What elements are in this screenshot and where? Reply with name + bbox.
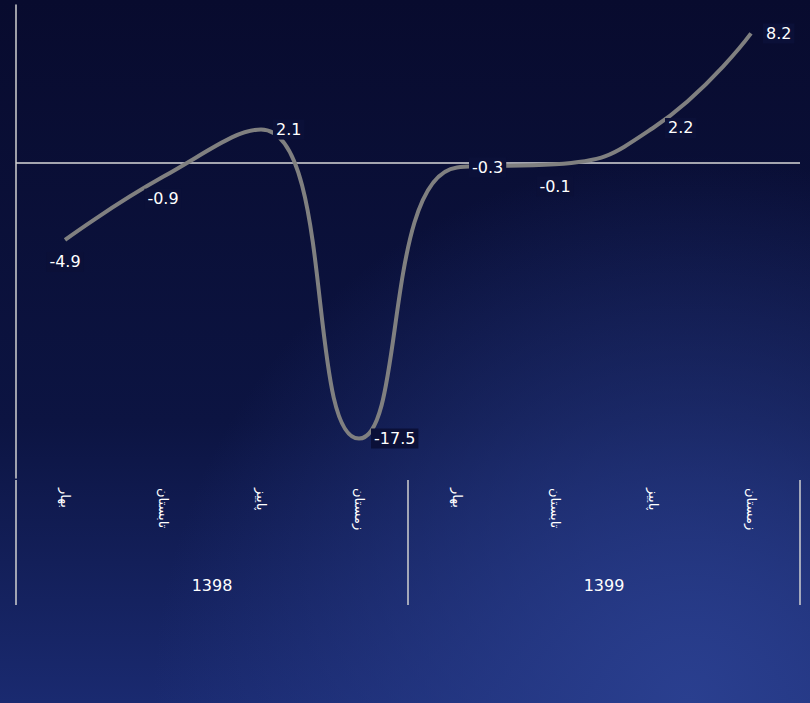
svg-text:-0.1: -0.1 — [539, 177, 570, 196]
svg-text:پاییز: پاییز — [253, 487, 269, 511]
svg-text:-17.5: -17.5 — [374, 429, 415, 448]
svg-text:8.2: 8.2 — [766, 24, 791, 43]
svg-text:تابستان: تابستان — [548, 488, 563, 529]
svg-text:بهار: بهار — [57, 487, 73, 508]
svg-text:زمستان: زمستان — [351, 488, 367, 530]
svg-text:2.1: 2.1 — [276, 120, 301, 139]
svg-text:-0.9: -0.9 — [147, 189, 178, 208]
svg-text:2.2: 2.2 — [668, 118, 693, 137]
svg-text:بهار: بهار — [449, 487, 465, 508]
svg-text:زمستان: زمستان — [743, 488, 759, 530]
svg-text:پاییز: پاییز — [645, 487, 661, 511]
svg-text:1399: 1399 — [584, 576, 625, 595]
svg-text:1398: 1398 — [192, 576, 233, 595]
svg-text:تابستان: تابستان — [156, 488, 171, 529]
svg-text:-4.9: -4.9 — [49, 252, 80, 271]
svg-text:-0.3: -0.3 — [472, 158, 503, 177]
